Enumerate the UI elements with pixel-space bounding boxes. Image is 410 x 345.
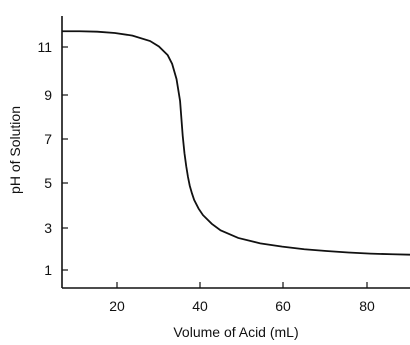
y-tick-label: 9: [44, 87, 52, 103]
y-axis-label: pH of Solution: [7, 106, 23, 194]
y-tick-label: 5: [44, 175, 52, 191]
x-ticks: 20 40 60 80: [109, 282, 375, 314]
y-tick-label: 11: [37, 39, 52, 55]
y-tick-label: 1: [44, 262, 52, 278]
x-tick-label: 20: [109, 298, 125, 314]
x-tick-label: 60: [275, 298, 291, 314]
y-tick-label: 3: [44, 220, 52, 236]
ph-curve-line: [62, 30, 410, 256]
x-axis-label: Volume of Acid (mL): [173, 324, 298, 340]
x-tick-label: 80: [359, 298, 375, 314]
x-tick-label: 40: [192, 298, 208, 314]
axes: [61, 16, 410, 289]
y-ticks: 1 3 5 7 9 11: [37, 39, 68, 278]
y-tick-label: 7: [44, 131, 52, 147]
